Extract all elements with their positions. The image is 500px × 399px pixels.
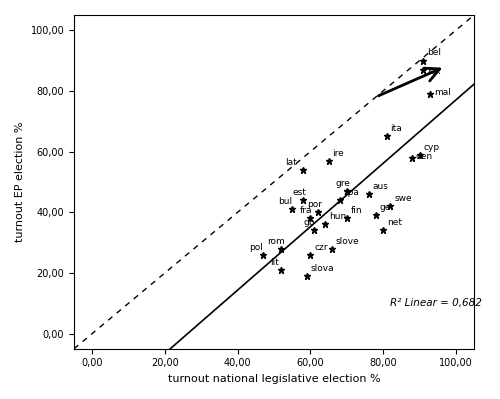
X-axis label: turnout national legislative election %: turnout national legislative election % (168, 374, 380, 384)
Text: aus: aus (372, 182, 388, 191)
Text: spa: spa (343, 188, 359, 197)
Text: por: por (307, 200, 322, 209)
Text: swe: swe (394, 194, 411, 203)
Text: gre: gre (336, 179, 351, 188)
Text: ire: ire (332, 148, 344, 158)
Y-axis label: turnout EP election %: turnout EP election % (15, 122, 25, 242)
Text: cyp: cyp (423, 142, 440, 152)
Text: bul: bul (278, 197, 292, 206)
Text: slove: slove (336, 237, 359, 245)
Text: net: net (387, 218, 402, 227)
Text: lux: lux (427, 67, 440, 76)
Text: pol: pol (248, 243, 262, 252)
Text: mal: mal (434, 88, 451, 97)
Text: bel: bel (427, 48, 441, 57)
Text: R² Linear = 0,682: R² Linear = 0,682 (390, 298, 482, 308)
Text: ita: ita (390, 124, 402, 133)
Text: hun: hun (328, 212, 346, 221)
Text: slova: slova (310, 264, 334, 273)
Text: fin: fin (350, 206, 362, 215)
Text: lat: lat (285, 158, 297, 167)
Text: ger: ger (380, 203, 394, 212)
Text: rom: rom (267, 237, 284, 245)
Text: gb: gb (303, 218, 314, 227)
Text: czr: czr (314, 243, 328, 252)
Text: lit: lit (270, 258, 280, 267)
Text: den: den (416, 152, 433, 161)
Text: fra: fra (300, 206, 312, 215)
Text: est: est (292, 188, 306, 197)
